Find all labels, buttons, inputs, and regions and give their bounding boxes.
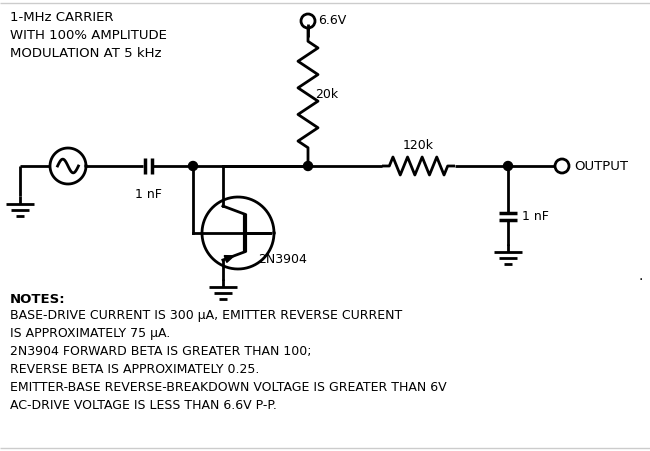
Text: OUTPUT: OUTPUT xyxy=(574,160,628,172)
Text: NOTES:: NOTES: xyxy=(10,293,66,306)
Text: BASE-DRIVE CURRENT IS 300 μA, EMITTER REVERSE CURRENT
IS APPROXIMATELY 75 μA.
2N: BASE-DRIVE CURRENT IS 300 μA, EMITTER RE… xyxy=(10,309,447,412)
Text: 6.6V: 6.6V xyxy=(318,14,346,28)
Text: 20k: 20k xyxy=(315,88,338,101)
Text: 2N3904: 2N3904 xyxy=(258,253,307,266)
Circle shape xyxy=(188,161,198,170)
Polygon shape xyxy=(224,256,234,262)
Text: 1-MHz CARRIER
WITH 100% AMPLITUDE
MODULATION AT 5 kHz: 1-MHz CARRIER WITH 100% AMPLITUDE MODULA… xyxy=(10,11,167,60)
Text: 120k: 120k xyxy=(403,139,434,152)
Circle shape xyxy=(304,161,313,170)
Circle shape xyxy=(504,161,512,170)
Text: .: . xyxy=(638,269,642,283)
Text: 1 nF: 1 nF xyxy=(522,210,549,222)
Text: 1 nF: 1 nF xyxy=(135,188,161,201)
